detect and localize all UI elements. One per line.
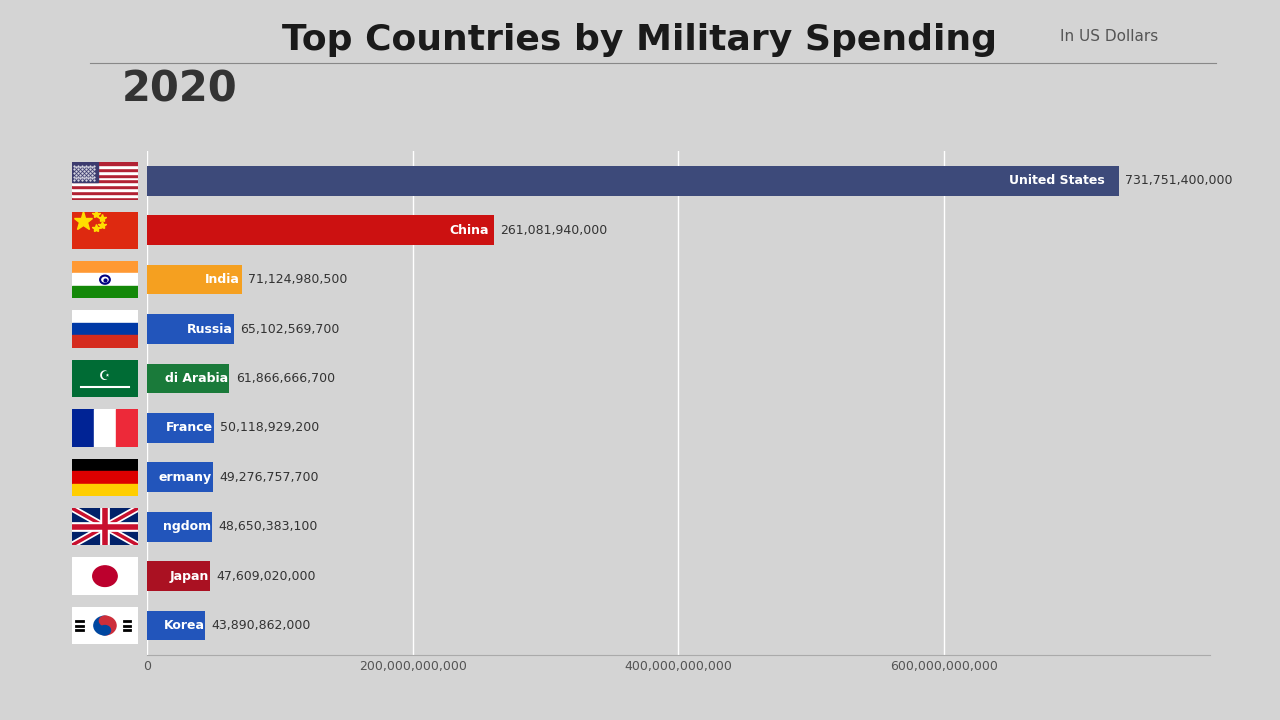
Bar bbox=[72, 179, 138, 182]
Text: 65,102,569,700: 65,102,569,700 bbox=[241, 323, 339, 336]
Bar bbox=[72, 171, 138, 174]
Bar bbox=[93, 409, 116, 446]
Bar bbox=[147, 364, 229, 393]
Bar bbox=[147, 462, 212, 492]
Bar bbox=[72, 191, 138, 194]
Bar bbox=[72, 188, 138, 191]
Bar bbox=[147, 314, 234, 344]
Bar bbox=[72, 409, 93, 446]
Bar bbox=[72, 197, 138, 199]
Text: 47,609,020,000: 47,609,020,000 bbox=[216, 570, 316, 582]
Bar bbox=[72, 274, 138, 286]
Bar bbox=[72, 185, 138, 188]
Bar bbox=[72, 310, 138, 323]
Text: ☪: ☪ bbox=[100, 370, 110, 383]
Bar bbox=[147, 413, 214, 443]
Text: India: India bbox=[205, 273, 241, 286]
Bar bbox=[72, 182, 138, 185]
Bar bbox=[147, 215, 494, 245]
Bar bbox=[147, 512, 211, 541]
Bar bbox=[147, 562, 210, 591]
Text: 48,650,383,100: 48,650,383,100 bbox=[218, 521, 317, 534]
Bar bbox=[72, 459, 138, 471]
Text: Top Countries by Military Spending: Top Countries by Military Spending bbox=[283, 23, 997, 57]
Text: 50,118,929,200: 50,118,929,200 bbox=[220, 421, 320, 434]
Text: France: France bbox=[165, 421, 212, 434]
Text: China: China bbox=[449, 224, 489, 237]
Bar bbox=[72, 484, 138, 496]
Bar bbox=[116, 409, 138, 446]
Text: ngdom: ngdom bbox=[163, 521, 211, 534]
Text: 731,751,400,000: 731,751,400,000 bbox=[1125, 174, 1233, 187]
Circle shape bbox=[100, 626, 110, 635]
Text: In US Dollars: In US Dollars bbox=[1060, 29, 1158, 44]
Wedge shape bbox=[93, 616, 105, 635]
Text: Russia: Russia bbox=[187, 323, 233, 336]
Bar bbox=[72, 168, 138, 171]
Bar bbox=[147, 166, 1119, 196]
Bar bbox=[72, 194, 138, 197]
Bar bbox=[72, 261, 138, 274]
Bar bbox=[72, 165, 138, 168]
Text: Korea: Korea bbox=[164, 619, 205, 632]
Text: 43,890,862,000: 43,890,862,000 bbox=[212, 619, 311, 632]
Bar bbox=[72, 286, 138, 298]
Text: 71,124,980,500: 71,124,980,500 bbox=[248, 273, 347, 286]
Bar bbox=[72, 174, 138, 176]
Circle shape bbox=[100, 616, 110, 626]
Circle shape bbox=[92, 566, 118, 586]
Bar bbox=[147, 611, 206, 640]
Text: ermany: ermany bbox=[159, 471, 211, 484]
Text: 2020: 2020 bbox=[122, 68, 237, 110]
Bar bbox=[72, 162, 99, 182]
Text: 261,081,940,000: 261,081,940,000 bbox=[500, 224, 608, 237]
Text: Japan: Japan bbox=[170, 570, 210, 582]
Text: 49,276,757,700: 49,276,757,700 bbox=[219, 471, 319, 484]
Bar bbox=[72, 336, 138, 348]
Text: di Arabia: di Arabia bbox=[165, 372, 228, 385]
Bar bbox=[72, 471, 138, 484]
Bar bbox=[72, 323, 138, 336]
Bar bbox=[72, 162, 138, 165]
Bar bbox=[72, 176, 138, 179]
Text: United States: United States bbox=[1009, 174, 1105, 187]
Wedge shape bbox=[105, 616, 116, 635]
Bar bbox=[147, 265, 242, 294]
Text: 61,866,666,700: 61,866,666,700 bbox=[236, 372, 335, 385]
